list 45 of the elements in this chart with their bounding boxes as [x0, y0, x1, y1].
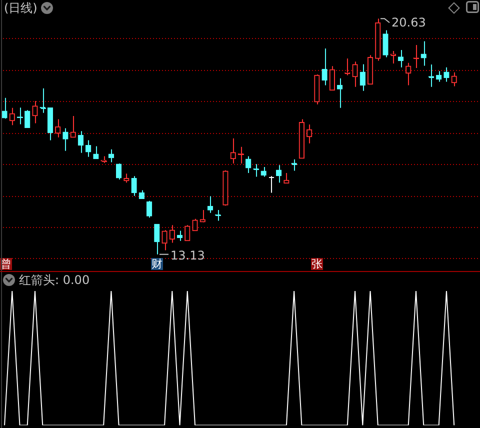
annotation: 财	[152, 257, 162, 270]
candlestick	[184, 224, 190, 242]
candlestick	[360, 64, 366, 92]
candlestick	[291, 158, 298, 172]
candlestick	[9, 107, 15, 126]
candlestick	[200, 210, 206, 223]
candlestick	[86, 140, 92, 158]
candlestick	[268, 176, 274, 194]
candlestick	[306, 124, 312, 144]
candlestick	[124, 173, 130, 184]
candlestick	[32, 100, 38, 124]
candlestick	[336, 78, 343, 108]
chart-title: 红箭头: 0.00	[19, 273, 90, 287]
candlestick	[62, 128, 68, 152]
candlestick	[284, 172, 290, 184]
chart-title: (日线)	[4, 1, 38, 15]
candlestick	[207, 196, 214, 214]
candlestick	[444, 66, 450, 82]
candlestick	[260, 166, 266, 178]
candlestick	[162, 230, 168, 251]
candlestick	[93, 146, 99, 160]
candlestick	[116, 163, 122, 180]
annotation: 20.63	[392, 16, 426, 30]
annotation: 张	[312, 257, 322, 270]
candlestick	[169, 224, 175, 244]
candlestick	[70, 116, 76, 138]
candlestick	[322, 48, 328, 86]
candlestick	[352, 61, 358, 88]
candlestick	[329, 66, 335, 91]
candlestick	[55, 118, 61, 138]
candlestick	[382, 30, 388, 58]
candlestick	[131, 176, 137, 196]
candlestick	[146, 200, 152, 218]
candlestick	[78, 130, 84, 154]
candlestick	[24, 110, 30, 128]
candlestick	[246, 156, 252, 174]
candlestick	[154, 224, 160, 255]
candlestick	[108, 148, 114, 163]
candlestick	[192, 218, 198, 232]
candlestick	[406, 62, 412, 86]
candlestick	[2, 97, 8, 120]
candlestick	[230, 138, 236, 164]
candlestick	[451, 72, 457, 87]
candlestick	[398, 50, 404, 68]
annotation: 13.13	[170, 248, 205, 262]
